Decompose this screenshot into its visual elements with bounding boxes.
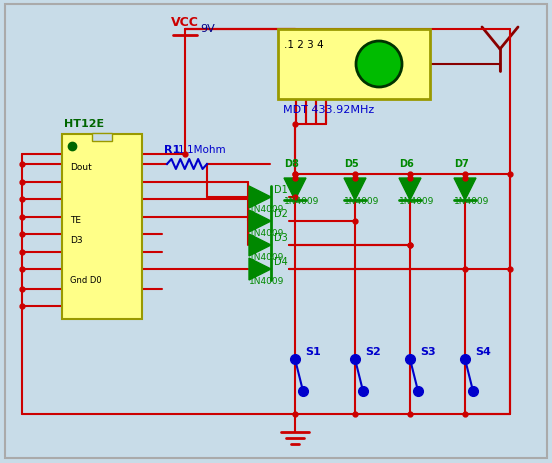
Text: 1N4009: 1N4009 bbox=[344, 197, 379, 206]
Bar bbox=[62, 135, 142, 319]
Text: D5: D5 bbox=[344, 159, 359, 169]
Text: MDT 433.92MHz: MDT 433.92MHz bbox=[283, 105, 374, 115]
Text: Gnd D0: Gnd D0 bbox=[70, 275, 102, 284]
Bar bbox=[278, 30, 430, 100]
Text: Dout: Dout bbox=[70, 163, 92, 172]
Text: 1N4009: 1N4009 bbox=[249, 252, 284, 262]
Text: S3: S3 bbox=[420, 346, 436, 356]
Polygon shape bbox=[284, 179, 306, 200]
Text: 1N4009: 1N4009 bbox=[249, 205, 284, 213]
Text: 9V: 9V bbox=[200, 24, 215, 34]
Text: R1: R1 bbox=[164, 144, 181, 155]
Text: .1 2 3 4: .1 2 3 4 bbox=[284, 40, 323, 50]
Text: HT12E: HT12E bbox=[64, 119, 104, 129]
Polygon shape bbox=[249, 258, 271, 281]
Text: D6: D6 bbox=[399, 159, 414, 169]
Polygon shape bbox=[249, 211, 271, 232]
Text: 1N4009: 1N4009 bbox=[249, 229, 284, 238]
Text: S2: S2 bbox=[365, 346, 381, 356]
Text: 1N4009: 1N4009 bbox=[399, 197, 434, 206]
Polygon shape bbox=[454, 179, 476, 200]
Text: D1: D1 bbox=[274, 185, 288, 194]
Text: D2: D2 bbox=[274, 208, 288, 219]
Text: 1N4009: 1N4009 bbox=[249, 276, 284, 285]
Text: VCC: VCC bbox=[171, 16, 199, 29]
Text: TE: TE bbox=[70, 216, 81, 225]
Text: D3: D3 bbox=[70, 236, 83, 244]
Polygon shape bbox=[249, 187, 271, 208]
Polygon shape bbox=[399, 179, 421, 200]
Text: D8: D8 bbox=[284, 159, 299, 169]
Text: 1.1Mohm: 1.1Mohm bbox=[178, 144, 227, 155]
Bar bbox=[92, 134, 112, 142]
Text: 1N4009: 1N4009 bbox=[454, 197, 490, 206]
Polygon shape bbox=[249, 234, 271, 257]
Text: D3: D3 bbox=[274, 232, 288, 243]
Text: 1N4009: 1N4009 bbox=[284, 197, 320, 206]
Polygon shape bbox=[344, 179, 366, 200]
Text: D7: D7 bbox=[454, 159, 469, 169]
Circle shape bbox=[356, 42, 402, 88]
Text: S4: S4 bbox=[475, 346, 491, 356]
Text: S1: S1 bbox=[305, 346, 321, 356]
Text: D4: D4 bbox=[274, 257, 288, 266]
